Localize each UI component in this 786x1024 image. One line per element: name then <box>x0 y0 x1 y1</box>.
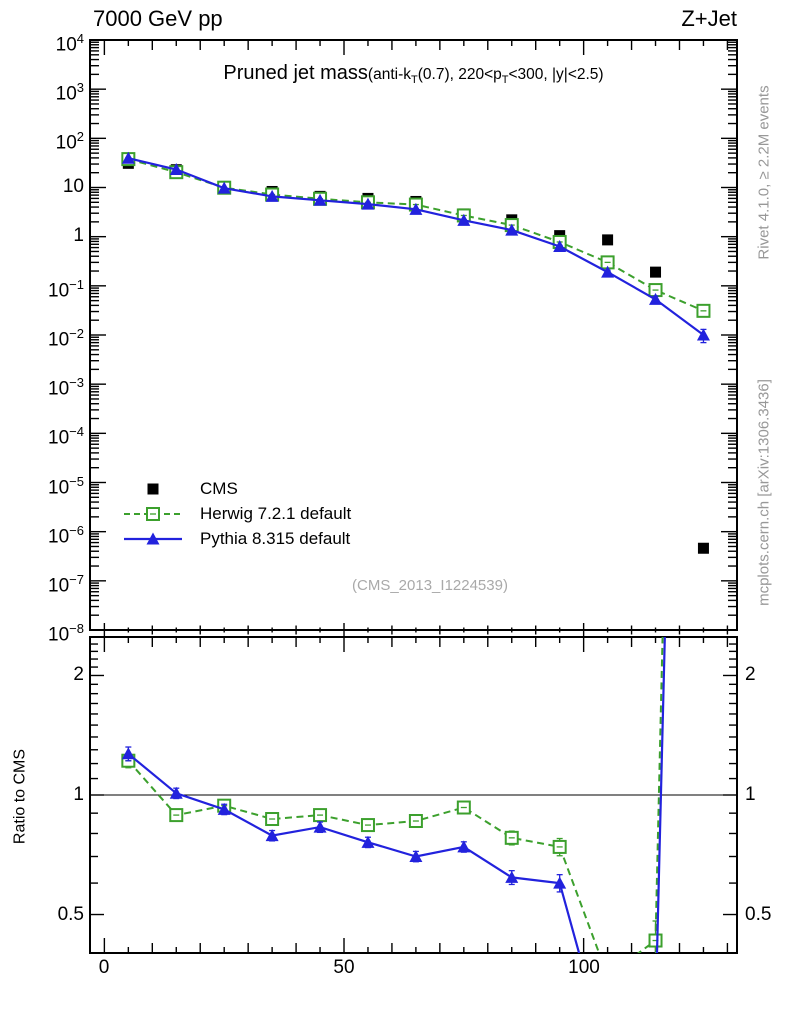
x-tick-label: 100 <box>568 957 600 978</box>
legend-label-cms: CMS <box>200 478 238 498</box>
x-tick-label: 0 <box>98 957 110 978</box>
main-ticks <box>91 39 736 637</box>
legend-label-herwig: Herwig 7.2.1 default <box>200 503 352 523</box>
main-y-tick-label: 10−1 <box>48 277 84 302</box>
main-y-tick-label: 103 <box>55 80 84 105</box>
legend-marker-pythia <box>124 532 182 544</box>
main-y-tick-label: 10 <box>62 176 84 197</box>
main-y-tick-label: 10−3 <box>48 375 84 400</box>
legend-marker-herwig <box>124 506 182 521</box>
main-y-tick-label: 10−8 <box>48 621 84 646</box>
plot-title: Pruned jet mass(anti-kT(0.7), 220<pT<300… <box>90 62 737 86</box>
analysis-watermark: (CMS_2013_I1224539) <box>352 577 508 594</box>
legend-item-pythia: Pythia 8.315 default <box>124 526 351 551</box>
ratio-panel <box>89 636 738 954</box>
main-series-herwig <box>121 152 711 318</box>
ratio-y-tick-label-left: 2 <box>73 664 84 685</box>
legend-label-pythia: Pythia 8.315 default <box>200 528 351 548</box>
main-series-pythia <box>121 151 710 344</box>
main-y-tick-label: 10−2 <box>48 326 84 351</box>
ratio-y-tick-label-left: 0.5 <box>57 904 84 925</box>
legend: CMS Herwig 7.2.1 default Pythia 8.315 defa… <box>124 476 351 551</box>
ratio-y-tick-label-right: 0.5 <box>745 904 772 925</box>
ratio-axis-title: Ratio to CMS <box>11 748 29 845</box>
rivet-version-label: Rivet 4.1.0, ≥ 2.2M events <box>755 85 773 260</box>
beam-energy-label: 7000 GeV pp <box>93 6 223 31</box>
ratio-y-tick-label-left: 1 <box>73 784 84 805</box>
legend-item-herwig: Herwig 7.2.1 default <box>124 501 351 526</box>
observable-name: Pruned jet mass <box>223 62 368 84</box>
mcplots-arxiv-label: mcplots.cern.ch [arXiv:1306.3436] <box>755 379 773 606</box>
process-label: Z+Jet <box>681 6 737 31</box>
ratio-series-pythia <box>121 637 666 953</box>
main-y-tick-label: 10−4 <box>48 424 84 449</box>
main-y-tick-label: 10−7 <box>48 572 84 597</box>
selection-cuts: (anti-kT(0.7), 220<pT<300, |y|<2.5) <box>367 66 604 87</box>
x-tick-label: 50 <box>333 957 355 978</box>
main-y-tick-label: 10−5 <box>48 474 84 499</box>
ratio-y-tick-label-right: 1 <box>745 784 756 805</box>
main-y-tick-label: 1 <box>73 225 84 246</box>
ratio-ticks <box>91 638 736 952</box>
main-y-tick-label: 102 <box>55 129 84 154</box>
ratio-y-tick-label-right: 2 <box>745 664 756 685</box>
legend-marker-cms <box>147 483 159 494</box>
main-y-tick-label: 104 <box>55 31 84 56</box>
main-y-tick-label: 10−6 <box>48 523 84 548</box>
main-panel <box>89 39 738 637</box>
legend-item-cms: CMS <box>124 476 351 501</box>
